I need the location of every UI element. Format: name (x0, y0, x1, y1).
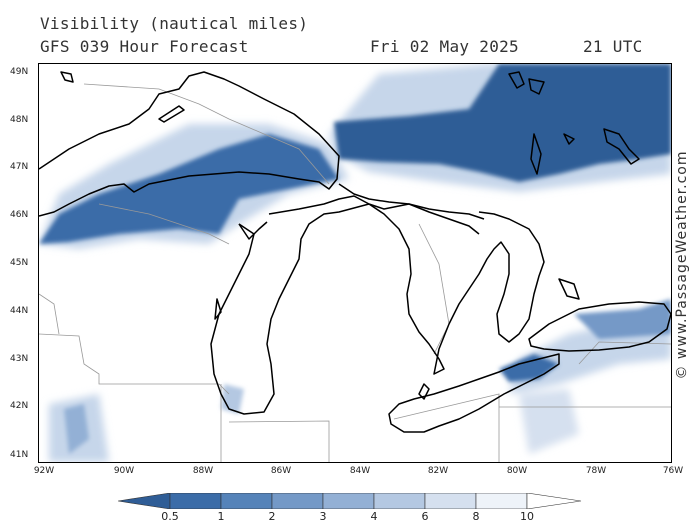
colorbar-segment-5 (373, 493, 426, 509)
lon-tick-86w: 86W (270, 466, 292, 476)
lat-tick-41n: 41N (10, 450, 29, 460)
green-bay-outline (238, 221, 268, 240)
lat-tick-45n: 45N (10, 258, 29, 268)
lon-tick-88w: 88W (192, 466, 214, 476)
watermark: © www.PassageWeather.com (674, 150, 690, 380)
lat-tick-44n: 44N (10, 306, 29, 316)
colorbar-label-0-5: 0.5 (161, 510, 179, 523)
lat-tick-49n: 49N (10, 67, 29, 77)
colorbar-segment-1 (169, 493, 222, 509)
forecast-time: 21 UTC (583, 37, 643, 56)
colorbar-label-4: 4 (370, 510, 378, 523)
colorbar-label-2: 2 (268, 510, 276, 523)
lat-tick-48n: 48N (10, 115, 29, 125)
forecast-subtitle: GFS 039 Hour Forecast (40, 37, 249, 56)
colorbar-segment-7 (475, 493, 528, 509)
lake-michigan-outline (210, 203, 370, 415)
lat-tick-42n: 42N (10, 401, 29, 411)
colorbar-label-8: 8 (472, 510, 480, 523)
lon-tick-80w: 80W (506, 466, 528, 476)
political-borders (38, 83, 672, 462)
forecast-date: Fri 02 May 2025 (370, 37, 519, 56)
lat-tick-47n: 47N (10, 162, 29, 172)
lon-tick-82w: 82W (427, 466, 449, 476)
visibility-map (38, 63, 672, 463)
lake-erie-outline (388, 353, 560, 433)
lon-tick-90w: 90W (113, 466, 135, 476)
lat-tick-43n: 43N (10, 354, 29, 364)
colorbar-segment-4 (322, 493, 375, 509)
visibility-low-areas (39, 64, 671, 454)
colorbar-segment-8 (526, 493, 582, 509)
colorbar-segment-3 (271, 493, 324, 509)
colorbar-label-10: 10 (520, 510, 534, 523)
map-title: Visibility (nautical miles) (40, 14, 309, 33)
map-canvas (38, 64, 672, 462)
colorbar-segment-6 (424, 493, 477, 509)
colorbar (118, 493, 582, 509)
lon-tick-76w: 76W (662, 466, 684, 476)
lake-superior-outline (38, 71, 340, 217)
lon-tick-84w: 84W (349, 466, 371, 476)
lake-ontario-outline (528, 301, 672, 352)
coastlines (38, 71, 672, 433)
colorbar-label-1: 1 (217, 510, 225, 523)
colorbar-label-6: 6 (421, 510, 429, 523)
colorbar-segment-2 (220, 493, 273, 509)
isle-royale-outline (158, 105, 185, 123)
lon-tick-78w: 78W (585, 466, 607, 476)
colorbar-segment-0 (118, 493, 171, 509)
colorbar-label-3: 3 (319, 510, 327, 523)
lat-tick-46n: 46N (10, 210, 29, 220)
lon-tick-92w: 92W (33, 466, 55, 476)
lake-huron-outline (368, 203, 545, 375)
